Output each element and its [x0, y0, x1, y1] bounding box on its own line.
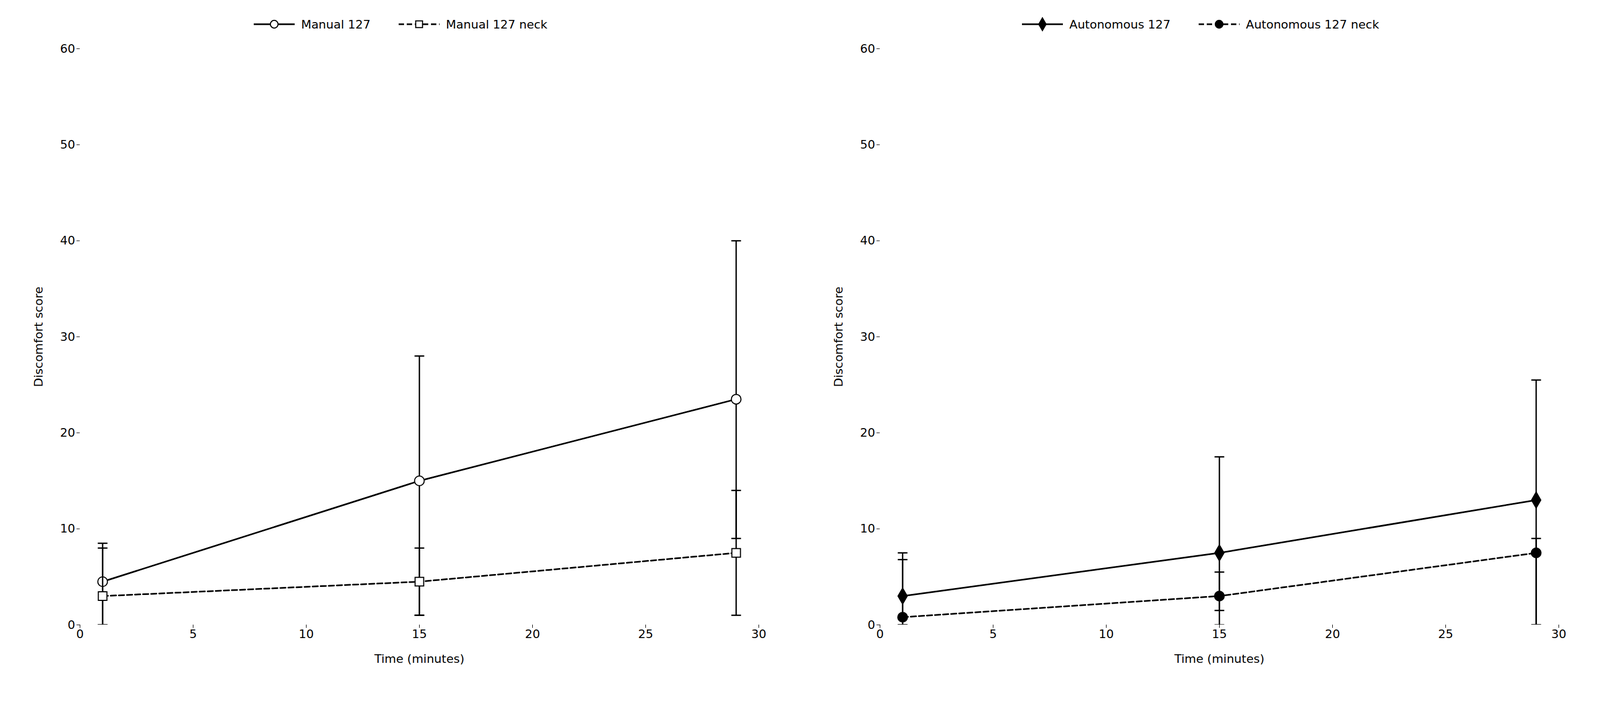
svg-text:0: 0: [75, 627, 84, 642]
svg-text:Time (minutes): Time (minutes): [373, 652, 464, 666]
svg-text:30: 30: [859, 330, 875, 344]
svg-text:0: 0: [875, 627, 884, 642]
svg-text:15: 15: [411, 627, 427, 642]
svg-text:30: 30: [59, 330, 75, 344]
svg-text:10: 10: [298, 627, 314, 642]
svg-text:60: 60: [59, 42, 75, 56]
svg-text:60: 60: [859, 42, 875, 56]
svg-text:40: 40: [59, 233, 75, 248]
svg-text:30: 30: [1550, 627, 1567, 642]
svg-text:Time (minutes): Time (minutes): [1173, 652, 1264, 666]
svg-text:20: 20: [59, 426, 75, 440]
svg-text:25: 25: [637, 627, 653, 642]
svg-text:30: 30: [750, 627, 767, 642]
svg-text:0: 0: [67, 618, 75, 632]
svg-text:20: 20: [1324, 627, 1340, 642]
svg-text:Discomfort score: Discomfort score: [831, 286, 846, 387]
svg-text:5: 5: [189, 627, 197, 642]
svg-text:5: 5: [989, 627, 997, 642]
svg-text:10: 10: [59, 522, 75, 536]
html-text:Autonomous 127 neck: Autonomous 127 neck: [1245, 17, 1380, 31]
svg-text:10: 10: [1098, 627, 1114, 642]
html-text:Manual 127: Manual 127: [301, 17, 371, 31]
svg-text:50: 50: [859, 137, 875, 152]
svg-text:0: 0: [867, 618, 875, 632]
svg-text:25: 25: [1437, 627, 1453, 642]
svg-text:40: 40: [859, 233, 875, 248]
svg-text:50: 50: [59, 137, 75, 152]
html-text:Autonomous 127: Autonomous 127: [1069, 17, 1171, 31]
svg-text:20: 20: [859, 426, 875, 440]
svg-text:15: 15: [1211, 627, 1227, 642]
svg-text:10: 10: [859, 522, 875, 536]
svg-text:20: 20: [524, 627, 540, 642]
svg-text:Discomfort score: Discomfort score: [31, 286, 46, 387]
html-text:Manual 127 neck: Manual 127 neck: [445, 17, 548, 31]
